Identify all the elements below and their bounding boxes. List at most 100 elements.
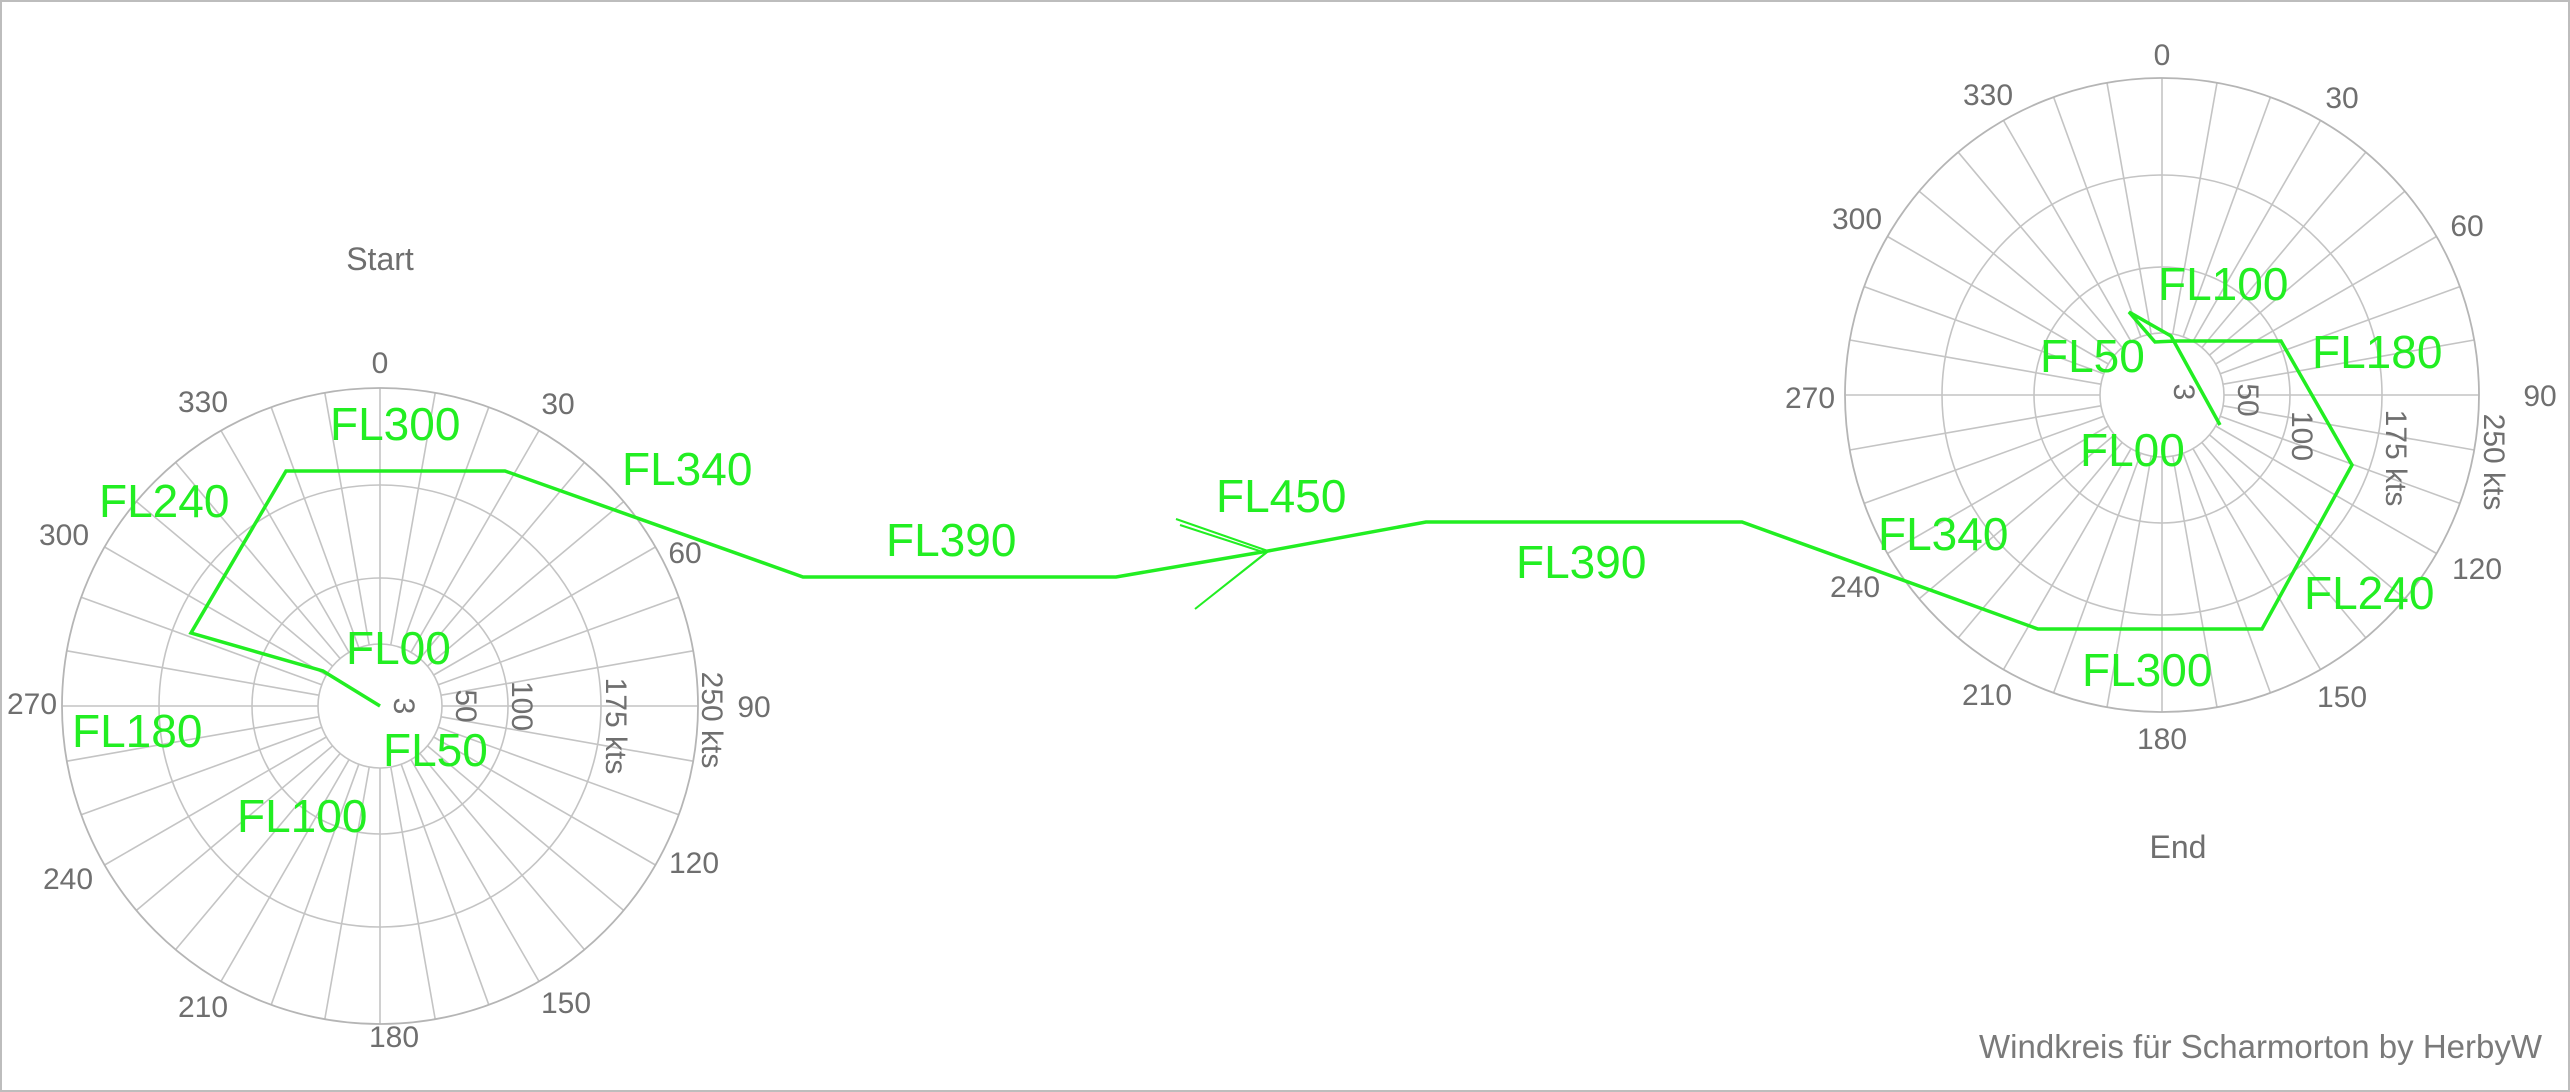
start-spoke-130	[426, 745, 625, 912]
start-fl180: FL180	[72, 705, 202, 757]
start-angle-150: 150	[541, 987, 591, 1020]
end-angle-0: 0	[2154, 39, 2171, 72]
end-spoke-280	[1849, 339, 2102, 385]
end-speed-3: 3	[2167, 384, 2200, 401]
end-fl340: FL340	[1878, 508, 2008, 560]
start-ring-3	[61, 387, 699, 1025]
end-spoke-240	[1887, 425, 2109, 555]
start-spoke-30	[410, 430, 540, 653]
start-speed-175: 175 kts	[599, 678, 632, 775]
start-fl00: FL00	[346, 622, 451, 674]
end-speed-50: 50	[2231, 383, 2264, 416]
start-spoke-340	[270, 406, 360, 648]
start-spoke-200	[270, 764, 360, 1006]
start-spoke-240	[104, 736, 327, 866]
start-fl50: FL50	[383, 724, 488, 776]
end-spoke-110	[2220, 415, 2461, 505]
start-angle-90: 90	[737, 691, 770, 724]
end-fl00: FL00	[2080, 424, 2185, 476]
end-spoke-250	[1863, 415, 2104, 505]
end-spoke-320	[1957, 151, 2123, 349]
end-spoke-260	[1849, 405, 2102, 451]
end-spoke-130	[2208, 434, 2406, 600]
start-ring-2	[158, 484, 602, 928]
start-speed-250: 250 kts	[695, 672, 728, 769]
start-spoke-320	[174, 461, 341, 660]
end-spoke-30	[2192, 120, 2322, 342]
credit-text: Windkreis für Scharmorton by HerbyW	[1979, 1028, 2543, 1065]
start-speed-50: 50	[449, 689, 482, 722]
start-spoke-350	[324, 392, 370, 646]
end-spoke-40	[2201, 151, 2367, 349]
start-fl340: FL340	[622, 443, 752, 495]
end-spoke-190	[2106, 455, 2152, 708]
end-spoke-20	[2182, 96, 2272, 337]
end-speed-250: 250 kts	[2477, 414, 2510, 511]
end-spoke-330	[2002, 120, 2132, 342]
start-angle-240: 240	[43, 863, 93, 896]
middle-fl450: FL450	[1216, 470, 1346, 522]
end-spoke-170	[2172, 455, 2218, 708]
end-spoke-340	[2052, 96, 2142, 337]
start-angle-60: 60	[668, 537, 701, 570]
start-speed-100: 100	[505, 681, 538, 731]
start-ring-1	[251, 577, 509, 835]
start-spoke-150	[410, 759, 540, 982]
end-spoke-140	[2201, 441, 2367, 639]
end-spoke-160	[2182, 453, 2272, 694]
start-spoke-260	[66, 716, 320, 762]
start-angle-210: 210	[178, 991, 228, 1024]
start-spoke-110	[438, 726, 680, 816]
end-angle-270: 270	[1785, 382, 1835, 415]
start-spoke-70	[438, 596, 680, 686]
end-angle-150: 150	[2317, 681, 2367, 714]
start-spoke-230	[135, 745, 334, 912]
end-speed-100: 100	[2285, 411, 2318, 461]
end-fl50: FL50	[2040, 330, 2145, 382]
middle-fl390-left: FL390	[886, 514, 1016, 566]
start-fl300: FL300	[330, 398, 460, 450]
end-spoke-290	[1863, 285, 2104, 375]
end-fl180: FL180	[2312, 326, 2442, 378]
start-spoke-60	[433, 546, 656, 676]
end-spoke-80	[2222, 339, 2475, 385]
end-spoke-120	[2215, 425, 2437, 555]
start-spoke-210	[220, 759, 350, 982]
start-spoke-300	[104, 546, 327, 676]
start-spoke-160	[400, 764, 490, 1006]
end-angle-90: 90	[2523, 380, 2556, 413]
start-spoke-140	[419, 752, 586, 951]
start-angle-0: 0	[372, 347, 389, 380]
end-angle-300: 300	[1832, 203, 1882, 236]
end-fl300: FL300	[2082, 644, 2212, 696]
end-spoke-300	[1887, 235, 2109, 365]
end-angle-330: 330	[1963, 79, 2013, 112]
end-ring-0	[2099, 332, 2225, 458]
end-spoke-220	[1957, 441, 2123, 639]
start-angle-300: 300	[39, 519, 89, 552]
start-spoke-40	[419, 461, 586, 660]
start-spoke-310	[135, 500, 334, 667]
start-spoke-190	[324, 766, 370, 1020]
end-spoke-310	[1918, 190, 2116, 356]
end-spoke-210	[2002, 448, 2132, 670]
start-spoke-120	[433, 736, 656, 866]
start-spoke-10	[390, 392, 436, 646]
end-angle-180: 180	[2137, 723, 2187, 756]
start-speed-3: 3	[387, 698, 420, 715]
end-title: End	[2150, 829, 2207, 865]
direction-arrow-mark	[1175, 518, 1271, 610]
end-ring-3	[1844, 77, 2480, 713]
end-fl100: FL100	[2158, 258, 2288, 310]
end-ring-1	[2033, 266, 2291, 524]
start-angle-270: 270	[7, 688, 57, 721]
start-fl100: FL100	[237, 790, 367, 842]
start-spoke-280	[66, 650, 320, 696]
start-angle-30: 30	[541, 388, 574, 421]
end-angle-30: 30	[2325, 82, 2358, 115]
end-spoke-100	[2222, 405, 2475, 451]
end-angle-210: 210	[1962, 679, 2012, 712]
start-ring-0	[317, 643, 443, 769]
end-spoke-230	[1918, 434, 2116, 600]
